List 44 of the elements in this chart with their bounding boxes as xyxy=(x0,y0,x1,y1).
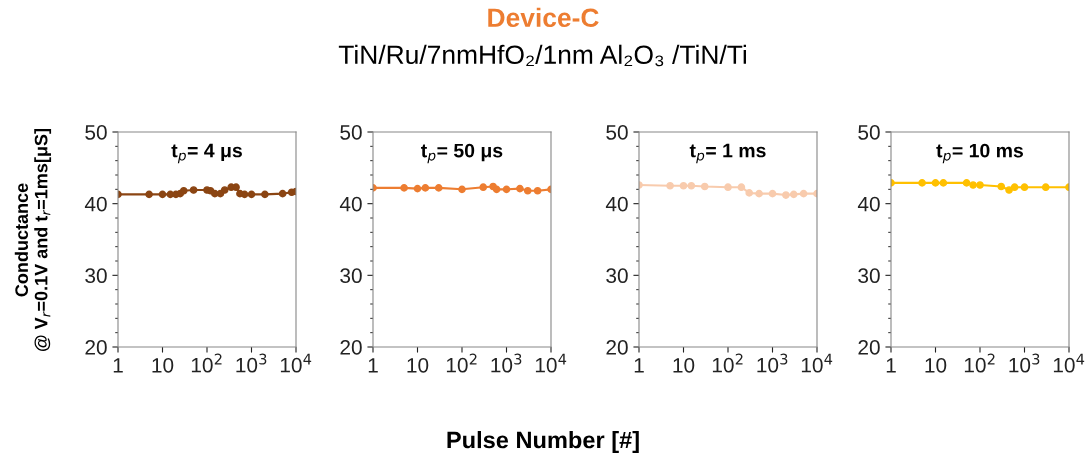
x-tick-label: 10$^{3}$ xyxy=(1009,353,1040,373)
y-tick-label: 20 xyxy=(858,340,880,355)
annotation: t$_{p}$= 50 μs xyxy=(421,143,503,164)
text: TiN/Ru/7nmHfO₂/1nm Al₂O₃ /TiN/Ti xyxy=(338,44,746,67)
x-tick-label: 10$^{3}$ xyxy=(757,353,788,373)
x-tick-label: 10$^{3}$ xyxy=(491,353,522,373)
y-tick-label: 50 xyxy=(340,125,362,140)
x-tick-label: 10$^{3}$ xyxy=(236,353,267,373)
y-tick-label: 40 xyxy=(857,196,880,212)
y-tick-label: 30 xyxy=(85,268,107,284)
annotation: t$_{p}$= 1 ms xyxy=(689,143,766,164)
x-tick-label: 10$^{4}$ xyxy=(801,353,833,373)
x-tick-label: 1 xyxy=(113,358,123,373)
text: Device-C xyxy=(488,7,599,28)
x-tick-label: 10$^{4}$ xyxy=(535,353,567,373)
annotation: t$_{p}$= 4 μs xyxy=(171,143,242,164)
y-tick-label: 20 xyxy=(340,340,362,355)
y-tick-label: 30 xyxy=(340,268,362,284)
y-tick-label: 20 xyxy=(606,340,628,355)
x-tick-label: 10$^{4}$ xyxy=(280,353,312,373)
x-tick-label: 10$^{2}$ xyxy=(191,353,222,373)
x-tick-label: 1 xyxy=(886,358,896,373)
annotation: t$_{p}$= 10 ms xyxy=(936,143,1023,164)
y-tick-label: 30 xyxy=(858,268,880,284)
text: Conductance @ V$_{r}$=0.1V and t$_{r}$=1ms[μS] xyxy=(14,129,52,351)
y-tick-label: 20 xyxy=(85,340,107,355)
y-tick-label: 40 xyxy=(339,196,362,212)
x-tick-label: 1 xyxy=(634,358,644,373)
y-tick-label: 50 xyxy=(858,125,880,140)
x-tick-label: 10 xyxy=(673,357,695,373)
y-tick-label: 50 xyxy=(85,125,107,140)
y-tick-label: 40 xyxy=(84,196,107,212)
x-axis-title: Pulse Number [#] xyxy=(447,430,639,454)
x-tick-label: 10$^{4}$ xyxy=(1053,353,1085,373)
y-tick-label: 40 xyxy=(605,196,628,212)
y-tick-label: 30 xyxy=(606,268,628,284)
x-tick-label: 1 xyxy=(368,358,378,373)
x-tick-label: 10 xyxy=(407,357,429,373)
x-tick-label: 10$^{2}$ xyxy=(712,353,743,373)
x-tick-label: 10 xyxy=(925,357,947,373)
x-tick-label: 10 xyxy=(152,357,174,373)
y-tick-label: 50 xyxy=(606,125,628,140)
x-tick-label: 10$^{2}$ xyxy=(964,353,995,373)
x-tick-label: 10$^{2}$ xyxy=(446,353,477,373)
